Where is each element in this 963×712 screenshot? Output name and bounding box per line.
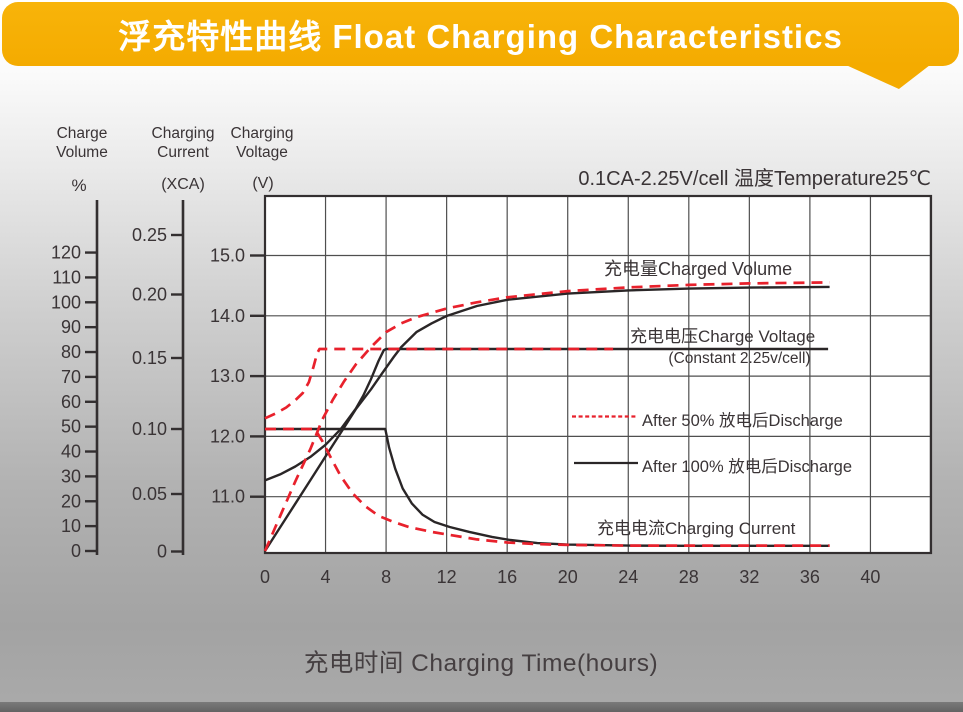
svg-text:15.0: 15.0 (210, 246, 245, 266)
charge-volume-header-line2: Volume (56, 144, 108, 161)
svg-text:80: 80 (61, 342, 81, 362)
svg-text:40: 40 (61, 442, 81, 462)
legend-after-100-discharge-label: After 100% 放电后Discharge (642, 458, 852, 476)
charging-current-axis-header: Charging Current (133, 124, 233, 162)
svg-text:10: 10 (61, 516, 81, 536)
svg-text:0: 0 (71, 541, 81, 561)
svg-text:0: 0 (157, 542, 167, 562)
charging-voltage-axis-header: Charging Voltage (212, 124, 312, 162)
svg-text:0.05: 0.05 (132, 484, 167, 504)
series-volume-after100 (263, 285, 830, 552)
page-title: 浮充特性曲线 Float Charging Characteristics (118, 18, 843, 55)
svg-text:14.0: 14.0 (210, 306, 245, 326)
svg-text:30: 30 (61, 466, 81, 486)
svg-text:32: 32 (739, 567, 759, 587)
charging-voltage-axis-unit: (V) (252, 175, 274, 192)
svg-text:40: 40 (860, 567, 880, 587)
svg-text:20: 20 (558, 567, 578, 587)
constant-voltage-sub-label: (Constant 2.25v/cell) (668, 350, 811, 367)
svg-text:4: 4 (321, 567, 331, 587)
series-voltage-after100 (264, 347, 829, 482)
series-current-after100 (265, 427, 830, 547)
svg-text:13.0: 13.0 (210, 366, 245, 386)
svg-text:120: 120 (51, 243, 81, 263)
bottom-divider-strip (0, 702, 963, 712)
svg-text:12: 12 (437, 567, 457, 587)
charging-current-curve-label: 充电电流Charging Current (597, 519, 796, 538)
svg-text:28: 28 (679, 567, 699, 587)
svg-text:0: 0 (260, 567, 270, 587)
test-condition-label: 0.1CA-2.25V/cell 温度Temperature25℃ (578, 168, 931, 190)
svg-text:0.25: 0.25 (132, 225, 167, 245)
svg-text:20: 20 (61, 491, 81, 511)
charging-voltage-header-line1: Charging (230, 125, 294, 142)
charge-voltage-curve-label: 充电电压Charge Voltage (630, 327, 816, 346)
svg-text:8: 8 (381, 567, 391, 587)
svg-text:0.15: 0.15 (132, 348, 167, 368)
title-banner: 浮充特性曲线 Float Charging Characteristics (2, 2, 959, 66)
svg-text:70: 70 (61, 367, 81, 387)
charging-current-header-line2: Current (157, 144, 209, 161)
svg-text:0.10: 0.10 (132, 419, 167, 439)
svg-text:50: 50 (61, 417, 81, 437)
svg-text:60: 60 (61, 392, 81, 412)
svg-text:16: 16 (497, 567, 517, 587)
svg-text:36: 36 (800, 567, 820, 587)
svg-text:0.20: 0.20 (132, 285, 167, 305)
series-current-after50 (265, 427, 830, 547)
charge-volume-header-line1: Charge (56, 125, 108, 142)
charging-voltage-header-line2: Voltage (236, 144, 288, 161)
svg-text:90: 90 (61, 317, 81, 337)
series-volume-after50 (263, 281, 830, 552)
svg-text:24: 24 (618, 567, 638, 587)
series-voltage-after50 (264, 347, 614, 420)
svg-text:12.0: 12.0 (210, 426, 245, 446)
svg-text:100: 100 (51, 292, 81, 312)
charging-current-axis-unit: (XCA) (161, 176, 205, 193)
charge-volume-axis-unit: % (71, 176, 87, 195)
charged-volume-curve-label: 充电量Charged Volume (604, 259, 793, 279)
svg-text:110: 110 (52, 267, 81, 287)
x-axis-title: 充电时间 Charging Time(hours) (303, 650, 659, 677)
svg-text:11.0: 11.0 (211, 487, 245, 507)
charge-volume-axis-header: Charge Volume (32, 124, 132, 162)
charging-current-header-line1: Charging (151, 125, 215, 142)
legend-after-50-discharge-label: After 50% 放电后Discharge (642, 412, 843, 430)
